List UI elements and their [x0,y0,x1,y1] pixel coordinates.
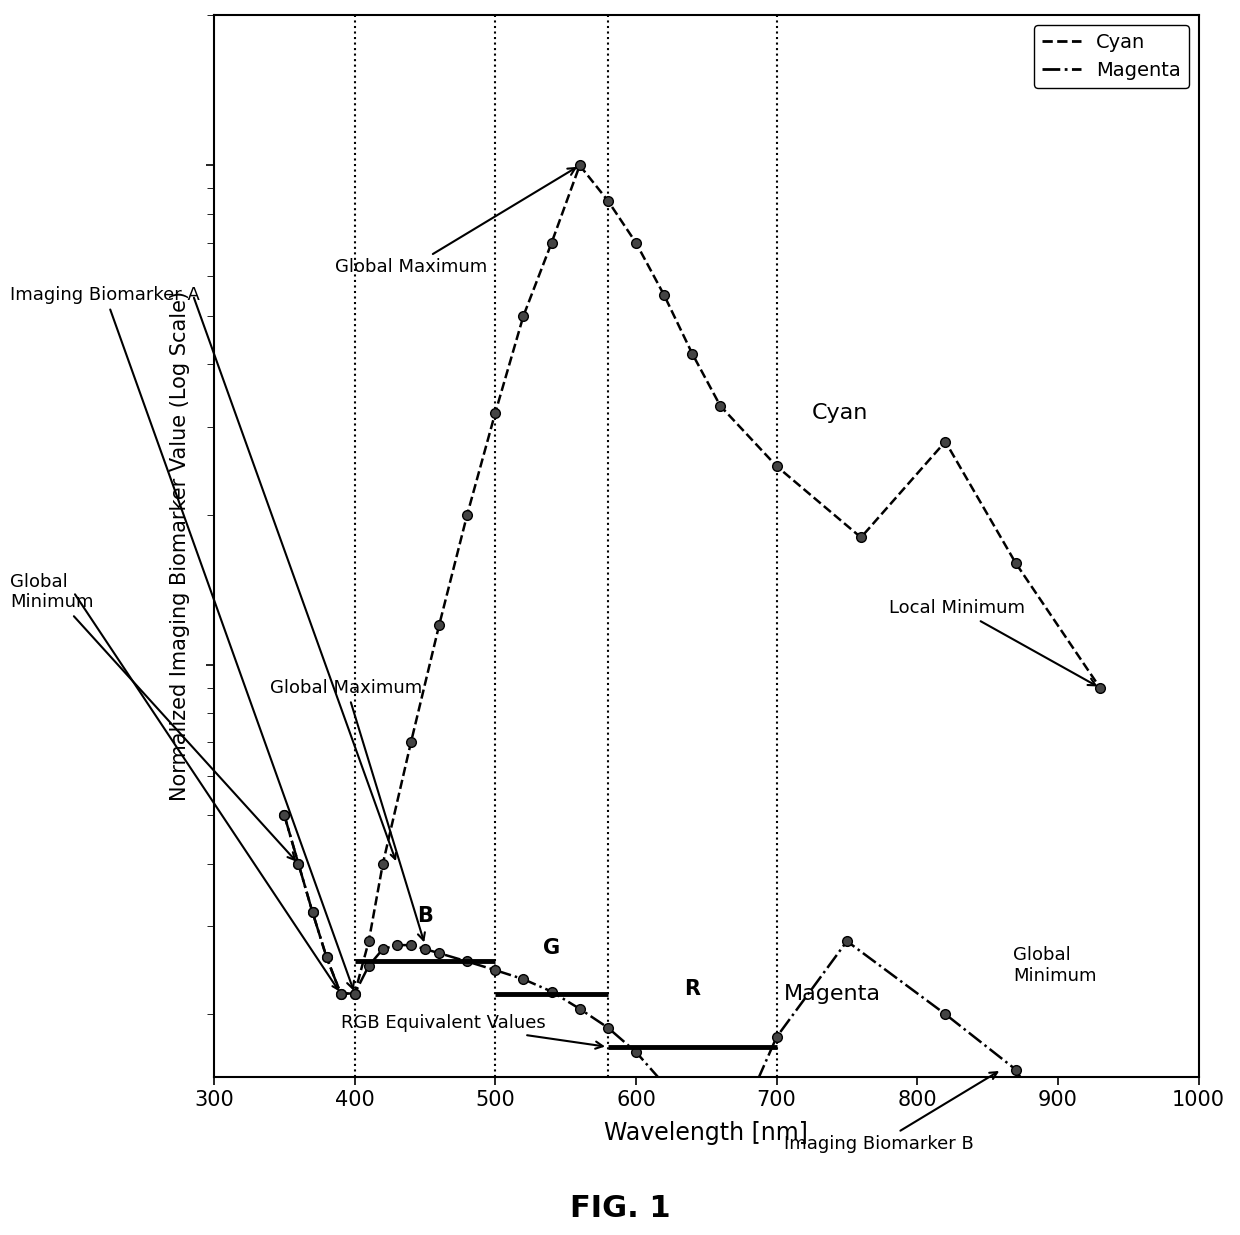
Text: Global
Minimum: Global Minimum [1013,946,1096,986]
Cyan [853,530,868,545]
Cyan [544,236,559,251]
Text: FIG. 1: FIG. 1 [569,1194,671,1223]
Magenta [361,958,376,973]
Magenta [713,1157,728,1172]
Text: B: B [417,905,433,925]
Magenta [319,950,334,965]
Magenta [544,984,559,999]
Cyan [319,950,334,965]
Cyan [1008,556,1023,571]
Cyan [573,158,588,173]
Magenta [347,986,362,1000]
Text: Cyan: Cyan [812,403,868,422]
Magenta [937,1007,952,1021]
Magenta [516,972,531,987]
Magenta [291,856,306,871]
Cyan [713,399,728,414]
Magenta [277,808,291,823]
Magenta [600,1020,615,1035]
Text: Imaging Biomarker A: Imaging Biomarker A [10,287,353,989]
Magenta [305,905,320,920]
Cyan [1092,680,1107,695]
Cyan [684,346,699,361]
Line: Magenta: Magenta [279,810,1105,1213]
Text: RGB Equivalent Values: RGB Equivalent Values [341,1014,603,1049]
Magenta [839,934,854,948]
Cyan [277,808,291,823]
Text: Global
Minimum: Global Minimum [10,573,295,860]
Magenta [389,937,404,952]
Y-axis label: Normalized Imaging Biomarker Value (Log Scale): Normalized Imaging Biomarker Value (Log … [170,290,190,800]
Cyan [347,986,362,1000]
Cyan [432,618,446,632]
Text: Magenta: Magenta [784,983,880,1004]
Magenta [684,1118,699,1132]
Magenta [432,946,446,961]
Magenta [376,941,391,956]
Magenta [460,955,475,969]
Cyan [361,934,376,948]
Cyan [460,508,475,522]
Cyan [305,905,320,920]
X-axis label: Wavelength [nm]: Wavelength [nm] [604,1121,808,1145]
Text: R: R [684,978,701,999]
Cyan [600,193,615,207]
Magenta [629,1045,644,1060]
Cyan [937,435,952,450]
Cyan [516,309,531,324]
Cyan [376,856,391,871]
Magenta [1092,1200,1107,1215]
Magenta [334,986,348,1000]
Magenta [769,1030,784,1045]
Magenta [573,1002,588,1016]
Cyan [403,735,418,750]
Magenta [403,937,418,952]
Cyan [657,288,672,303]
Magenta [418,941,433,956]
Cyan [769,458,784,473]
Magenta [657,1077,672,1092]
Text: Global Maximum: Global Maximum [270,679,425,940]
Magenta [487,963,502,978]
Text: Local Minimum: Local Minimum [889,599,1096,685]
Cyan [629,236,644,251]
Legend: Cyan, Magenta: Cyan, Magenta [1034,25,1189,88]
Magenta [1008,1062,1023,1077]
Text: Global Maximum: Global Maximum [335,168,575,277]
Line: Cyan: Cyan [279,161,1105,998]
Cyan [291,856,306,871]
Cyan [334,986,348,1000]
Text: G: G [543,937,560,957]
Cyan [487,405,502,420]
Text: Imaging Biomarker B: Imaging Biomarker B [784,1072,997,1153]
